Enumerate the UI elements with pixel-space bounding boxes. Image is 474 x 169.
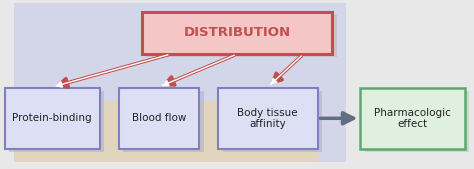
Bar (14, 3, 346, 162)
Bar (9, 91, 104, 152)
Bar (118, 88, 199, 149)
Bar (365, 91, 469, 152)
Text: DISTRIBUTION: DISTRIBUTION (183, 27, 291, 39)
Bar (360, 88, 465, 149)
Text: Pharmacologic
effect: Pharmacologic effect (374, 107, 451, 129)
Bar (223, 91, 322, 152)
Text: Protein-binding: Protein-binding (12, 113, 92, 123)
Bar (142, 12, 332, 54)
Bar (123, 91, 204, 152)
Bar (218, 88, 318, 149)
Text: Body tissue
affinity: Body tissue affinity (237, 107, 298, 129)
Text: Blood flow: Blood flow (132, 113, 186, 123)
Bar (5, 88, 100, 149)
Bar (147, 15, 337, 57)
Bar (14, 101, 318, 162)
